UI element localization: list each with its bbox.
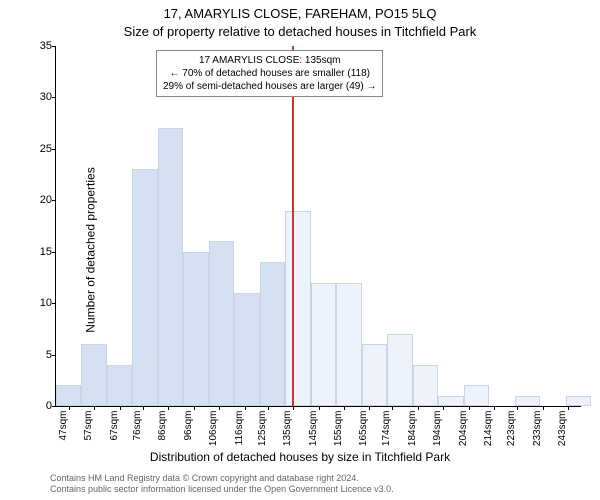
chart-subtitle: Size of property relative to detached ho… xyxy=(0,24,600,39)
histogram-bar xyxy=(183,252,208,406)
footer-line2: Contains public sector information licen… xyxy=(50,484,590,496)
x-tick-label: 194sqm xyxy=(432,411,443,447)
reference-line xyxy=(292,46,294,406)
histogram-bar xyxy=(413,365,438,406)
y-tick-label: 30 xyxy=(22,91,52,103)
x-tick-label: 223sqm xyxy=(506,411,517,447)
y-tick-label: 5 xyxy=(22,349,52,361)
histogram-bar xyxy=(515,396,540,406)
histogram-bar xyxy=(387,334,412,406)
x-tick-label: 174sqm xyxy=(381,411,392,447)
x-tick-label: 96sqm xyxy=(183,411,194,441)
histogram-bar xyxy=(158,128,183,406)
chart-footer: Contains HM Land Registry data © Crown c… xyxy=(50,473,590,496)
footer-line1: Contains HM Land Registry data © Crown c… xyxy=(50,473,590,485)
histogram-plot: 0510152025303547sqm57sqm67sqm76sqm86sqm9… xyxy=(55,46,581,407)
x-tick-label: 125sqm xyxy=(257,411,268,447)
histogram-bar xyxy=(438,396,463,406)
x-tick-label: 47sqm xyxy=(58,411,69,441)
x-tick-label: 243sqm xyxy=(557,411,568,447)
annotation-line1: 17 AMARYLIS CLOSE: 135sqm xyxy=(163,54,376,67)
x-tick-label: 57sqm xyxy=(83,411,94,441)
x-tick-label: 106sqm xyxy=(208,411,219,447)
y-tick-label: 25 xyxy=(22,143,52,155)
x-tick-label: 165sqm xyxy=(358,411,369,447)
x-tick-label: 67sqm xyxy=(109,411,120,441)
histogram-bar xyxy=(464,385,489,406)
histogram-bar xyxy=(285,211,310,406)
chart-title-address: 17, AMARYLIS CLOSE, FAREHAM, PO15 5LQ xyxy=(0,6,600,21)
y-tick-label: 35 xyxy=(22,40,52,52)
annotation-line2: ← 70% of detached houses are smaller (11… xyxy=(163,67,376,80)
y-tick-label: 15 xyxy=(22,246,52,258)
x-tick-label: 233sqm xyxy=(532,411,543,447)
histogram-bar xyxy=(362,344,387,406)
x-tick-label: 135sqm xyxy=(282,411,293,447)
histogram-bar xyxy=(336,283,361,406)
histogram-bar xyxy=(81,344,106,406)
y-tick-label: 0 xyxy=(22,400,52,412)
histogram-bar xyxy=(107,365,132,406)
x-axis-label: Distribution of detached houses by size … xyxy=(0,450,600,464)
x-tick-label: 76sqm xyxy=(132,411,143,441)
annotation-box: 17 AMARYLIS CLOSE: 135sqm← 70% of detach… xyxy=(156,50,383,97)
x-tick-label: 116sqm xyxy=(234,411,245,446)
x-tick-label: 145sqm xyxy=(308,411,319,447)
histogram-bar xyxy=(209,241,234,406)
x-tick-label: 184sqm xyxy=(407,411,418,447)
histogram-bar xyxy=(234,293,259,406)
y-tick-label: 20 xyxy=(22,194,52,206)
histogram-bar xyxy=(311,283,336,406)
histogram-bar xyxy=(132,169,157,406)
histogram-bar xyxy=(566,396,591,406)
y-tick-label: 10 xyxy=(22,297,52,309)
x-tick-label: 214sqm xyxy=(483,411,494,447)
histogram-bar xyxy=(56,385,81,406)
histogram-bar xyxy=(260,262,285,406)
x-tick-label: 86sqm xyxy=(157,411,168,441)
x-tick-label: 155sqm xyxy=(333,411,344,447)
x-tick-label: 204sqm xyxy=(458,411,469,447)
annotation-line3: 29% of semi-detached houses are larger (… xyxy=(163,80,376,93)
